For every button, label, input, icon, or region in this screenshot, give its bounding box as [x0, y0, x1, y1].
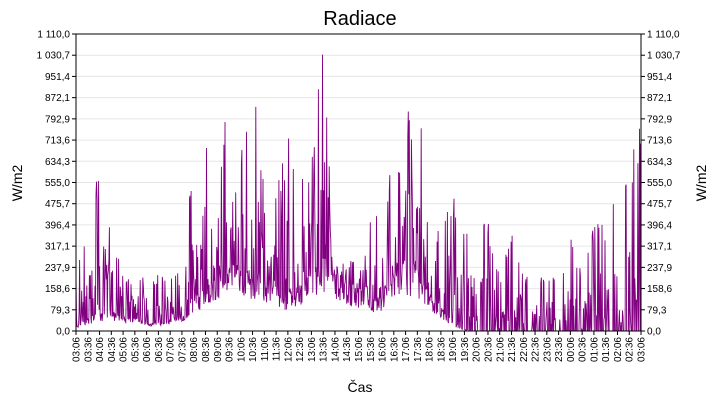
x-tick-label: 08:36	[201, 337, 212, 362]
x-tick-label: 07:36	[177, 337, 188, 362]
x-tick-label: 06:06	[142, 337, 153, 362]
y-tick-label-right: 951,4	[647, 72, 672, 83]
x-tick-label: 17:36	[413, 337, 424, 362]
x-axis-label: Čas	[348, 379, 373, 395]
x-tick-label: 20:06	[472, 337, 483, 362]
x-tick-label: 23:06	[542, 337, 553, 362]
y-tick-label-left: 475,7	[45, 199, 70, 210]
x-tick-label: 08:06	[189, 337, 200, 362]
x-tick-label: 16:06	[378, 337, 389, 362]
x-tick-label: 04:06	[95, 337, 106, 362]
y-tick-label-right: 0,0	[647, 327, 661, 338]
y-tick-label-left: 555,0	[45, 178, 70, 189]
x-tick-label: 16:36	[389, 337, 400, 362]
x-tick-label: 22:06	[519, 337, 530, 362]
x-tick-label: 18:06	[425, 337, 436, 362]
y-axis-label-right: W/m2	[693, 165, 709, 202]
x-tick-label: 12:36	[295, 337, 306, 362]
y-tick-label-left: 951,4	[45, 72, 70, 83]
x-tick-label: 03:06	[72, 337, 83, 362]
x-tick-label: 05:36	[130, 337, 141, 362]
x-tick-label: 03:06	[637, 337, 648, 362]
grid-lines	[76, 33, 641, 332]
y-tick-label-left: 634,3	[45, 157, 70, 168]
x-tick-label: 19:36	[460, 337, 471, 362]
series-radiation	[75, 54, 642, 332]
x-tick-label: 21:06	[495, 337, 506, 362]
y-tick-label-right: 475,7	[647, 199, 672, 210]
x-tick-label: 14:06	[330, 337, 341, 362]
x-tick-label: 11:06	[260, 337, 271, 362]
y-tick-label-right: 158,6	[647, 284, 672, 295]
x-tick-label: 10:06	[236, 337, 247, 362]
x-tick-label: 17:06	[401, 337, 412, 362]
x-tick-label: 02:06	[613, 337, 624, 362]
x-tick-label: 04:36	[107, 337, 118, 362]
x-tick-label: 11:36	[272, 337, 283, 362]
y-tick-label-right: 317,1	[647, 242, 672, 253]
x-tick-labels: 03:06 03:36 04:06 04:36 05:06 05:36 06:06 06:36…	[72, 331, 648, 362]
series-line	[75, 54, 642, 332]
y-tick-labels-left: 0,0 79,3 158,6 237,9 317,1 396,4 475,7 555,0 634…	[37, 30, 76, 338]
x-tick-label: 05:06	[119, 337, 130, 362]
x-tick-label: 13:06	[307, 337, 318, 362]
y-tick-label-left: 1 030,7	[37, 51, 71, 62]
x-tick-label: 12:06	[283, 337, 294, 362]
y-tick-label-left: 872,1	[45, 93, 70, 104]
x-tick-label: 13:36	[319, 337, 330, 362]
y-tick-label-right: 1 030,7	[647, 51, 681, 62]
x-tick-label: 10:36	[248, 337, 259, 362]
y-tick-labels-right: 0,0 79,3 158,6 237,9 317,1 396,4 475,7 555,0 634…	[641, 30, 681, 338]
y-tick-label-left: 158,6	[45, 284, 70, 295]
y-tick-label-right: 79,3	[647, 305, 667, 316]
x-tick-label: 19:06	[448, 337, 459, 362]
x-tick-label: 22:36	[531, 337, 542, 362]
chart-title: Radiace	[323, 8, 396, 30]
x-tick-label: 07:06	[166, 337, 177, 362]
y-tick-label-right: 396,4	[647, 220, 672, 231]
y-tick-label-left: 237,9	[45, 263, 70, 274]
x-tick-label: 18:36	[436, 337, 447, 362]
x-tick-label: 20:36	[483, 337, 494, 362]
y-tick-label-left: 317,1	[45, 242, 70, 253]
y-tick-label-right: 1 110,0	[647, 30, 680, 41]
y-tick-label-left: 396,4	[45, 220, 70, 231]
y-tick-label-left: 1 110,0	[37, 30, 70, 41]
x-tick-label: 15:36	[366, 337, 377, 362]
y-tick-label-right: 555,0	[647, 178, 672, 189]
x-tick-label: 09:36	[225, 337, 236, 362]
y-tick-label-right: 713,6	[647, 136, 672, 147]
x-tick-label: 23:36	[554, 337, 565, 362]
x-tick-label: 14:36	[342, 337, 353, 362]
x-tick-label: 01:36	[601, 337, 612, 362]
y-tick-label-right: 792,9	[647, 114, 672, 125]
x-tick-label: 00:06	[566, 337, 577, 362]
y-tick-label-right: 237,9	[647, 263, 672, 274]
y-tick-label-left: 79,3	[51, 305, 71, 316]
plot-frame	[75, 33, 642, 332]
y-tick-label-right: 872,1	[647, 93, 672, 104]
y-axis-label-left: W/m2	[9, 165, 25, 202]
x-tick-label: 09:06	[213, 337, 224, 362]
plot-border	[75, 33, 642, 332]
y-tick-label-right: 634,3	[647, 157, 672, 168]
x-tick-label: 00:36	[578, 337, 589, 362]
x-tick-label: 03:36	[83, 337, 94, 362]
x-tick-label: 06:36	[154, 337, 165, 362]
y-tick-label-left: 792,9	[45, 114, 70, 125]
x-tick-label: 15:06	[354, 337, 365, 362]
x-tick-label: 01:06	[589, 337, 600, 362]
x-tick-label: 02:36	[625, 337, 636, 362]
y-tick-label-left: 713,6	[45, 136, 70, 147]
y-tick-label-left: 0,0	[56, 327, 70, 338]
x-tick-label: 21:36	[507, 337, 518, 362]
